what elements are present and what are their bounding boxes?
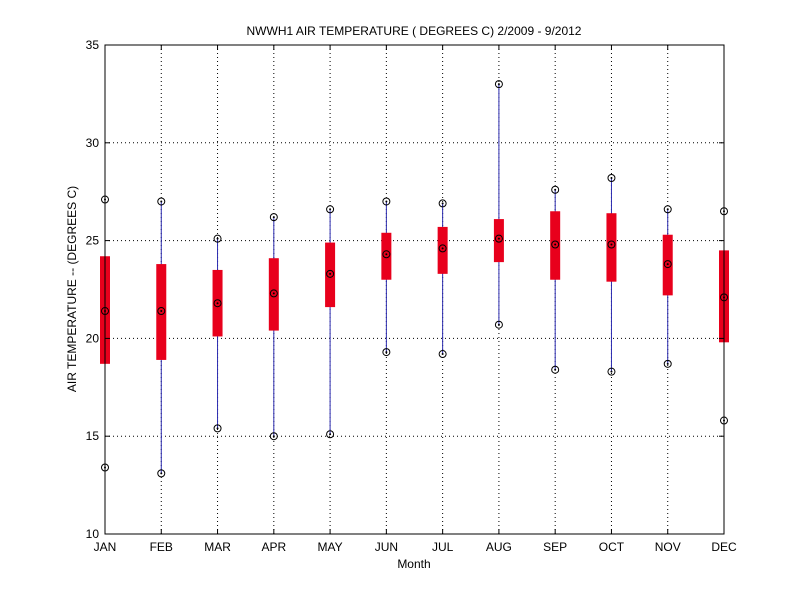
min-marker	[663, 359, 672, 368]
median-marker	[213, 299, 222, 308]
plot-area-frame	[104, 44, 725, 535]
x-tick-label: AUG	[486, 540, 512, 554]
max-marker-dot	[272, 216, 275, 219]
max-marker	[213, 234, 222, 243]
min-marker	[438, 350, 447, 359]
min-marker	[213, 424, 222, 433]
x-tick-label: JAN	[94, 540, 117, 554]
median-marker	[269, 289, 278, 298]
min-marker-dot	[441, 353, 444, 356]
median-marker	[551, 240, 560, 249]
median-marker-dot	[329, 272, 332, 275]
median-marker	[326, 269, 335, 278]
median-marker-dot	[272, 292, 275, 295]
y-tick-label: 15	[86, 429, 100, 443]
min-marker	[551, 365, 560, 374]
median-marker	[157, 307, 166, 316]
y-axis-label: AIR TEMPERATURE -- (DEGREES C)	[65, 186, 79, 392]
y-tick-label: 10	[86, 527, 100, 541]
max-marker-dot	[441, 202, 444, 205]
min-marker-dot	[216, 427, 219, 430]
min-marker-dot	[497, 323, 500, 326]
iqr-box	[381, 232, 392, 280]
y-tick-label: 30	[86, 136, 100, 150]
y-tick-label: 20	[86, 331, 100, 345]
median-marker-dot	[666, 263, 669, 266]
median-marker	[607, 240, 616, 249]
min-marker	[269, 432, 278, 441]
min-marker-dot	[385, 351, 388, 354]
median-marker	[663, 260, 672, 269]
max-marker-dot	[666, 208, 669, 211]
x-tick-label: NOV	[655, 540, 681, 554]
min-marker-dot	[610, 370, 613, 373]
median-marker	[438, 244, 447, 253]
max-marker-dot	[160, 200, 163, 203]
min-marker	[607, 367, 616, 376]
iqr-box	[606, 213, 617, 282]
median-marker-dot	[216, 302, 219, 305]
min-marker	[494, 320, 503, 329]
min-marker-dot	[272, 435, 275, 438]
max-marker	[157, 197, 166, 206]
max-marker	[269, 213, 278, 222]
max-marker	[551, 185, 560, 194]
max-marker	[326, 205, 335, 214]
x-tick-label: JUL	[432, 540, 454, 554]
max-marker-dot	[497, 83, 500, 86]
min-marker-dot	[160, 472, 163, 475]
y-tick-label: 25	[86, 234, 100, 248]
x-tick-label: MAR	[204, 540, 231, 554]
max-marker	[382, 197, 391, 206]
x-tick-label: JUN	[375, 540, 398, 554]
x-tick-label: OCT	[599, 540, 625, 554]
x-axis-label: Month	[397, 557, 430, 571]
min-marker	[326, 430, 335, 439]
x-tick-label: MAY	[318, 540, 343, 554]
median-marker-dot	[610, 243, 613, 246]
max-marker	[494, 80, 503, 89]
max-marker-dot	[610, 177, 613, 180]
median-marker	[494, 234, 503, 243]
x-tick-label: FEB	[150, 540, 173, 554]
min-marker	[382, 348, 391, 357]
median-marker	[382, 250, 391, 259]
iqr-box	[493, 219, 504, 263]
median-marker-dot	[497, 237, 500, 240]
x-tick-label: APR	[261, 540, 286, 554]
x-tick-label: DEC	[711, 540, 737, 554]
x-tick-label: SEP	[543, 540, 567, 554]
chart-title: NWWH1 AIR TEMPERATURE ( DEGREES C) 2/200…	[247, 24, 582, 38]
max-marker-dot	[329, 208, 332, 211]
min-marker-dot	[666, 362, 669, 365]
median-marker-dot	[554, 243, 557, 246]
max-marker	[663, 205, 672, 214]
min-marker-dot	[554, 368, 557, 371]
min-marker-dot	[329, 433, 332, 436]
median-marker-dot	[160, 310, 163, 313]
max-marker-dot	[216, 237, 219, 240]
max-marker-dot	[554, 188, 557, 191]
tick-layer: 10 15 20 25 30 35 JAN FEB MAR APR MAY JUN JUL AUG SEP O…	[86, 38, 737, 554]
min-marker	[157, 469, 166, 478]
max-marker-dot	[385, 200, 388, 203]
y-tick-label: 35	[86, 38, 100, 52]
iqr-box	[437, 226, 448, 274]
max-marker	[607, 174, 616, 183]
median-marker-dot	[441, 247, 444, 250]
median-marker-dot	[385, 253, 388, 256]
max-marker	[438, 199, 447, 208]
